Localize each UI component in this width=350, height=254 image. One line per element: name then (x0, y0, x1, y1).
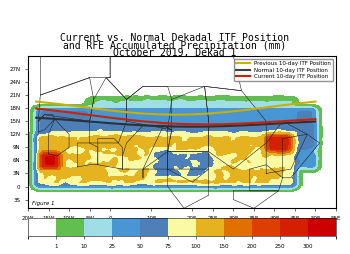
Text: Current vs. Normal Dekadal ITF Position: Current vs. Normal Dekadal ITF Position (61, 33, 289, 43)
Text: and RFE Accumulated Precipitation (mm): and RFE Accumulated Precipitation (mm) (63, 41, 287, 51)
Text: Figure 1: Figure 1 (32, 201, 55, 206)
Text: October 2019, Dekad 1: October 2019, Dekad 1 (113, 49, 237, 58)
Legend: Previous 10-day ITF Position, Normal 10-day ITF Position, Current 10-day ITF Pos: Previous 10-day ITF Position, Normal 10-… (233, 59, 333, 82)
